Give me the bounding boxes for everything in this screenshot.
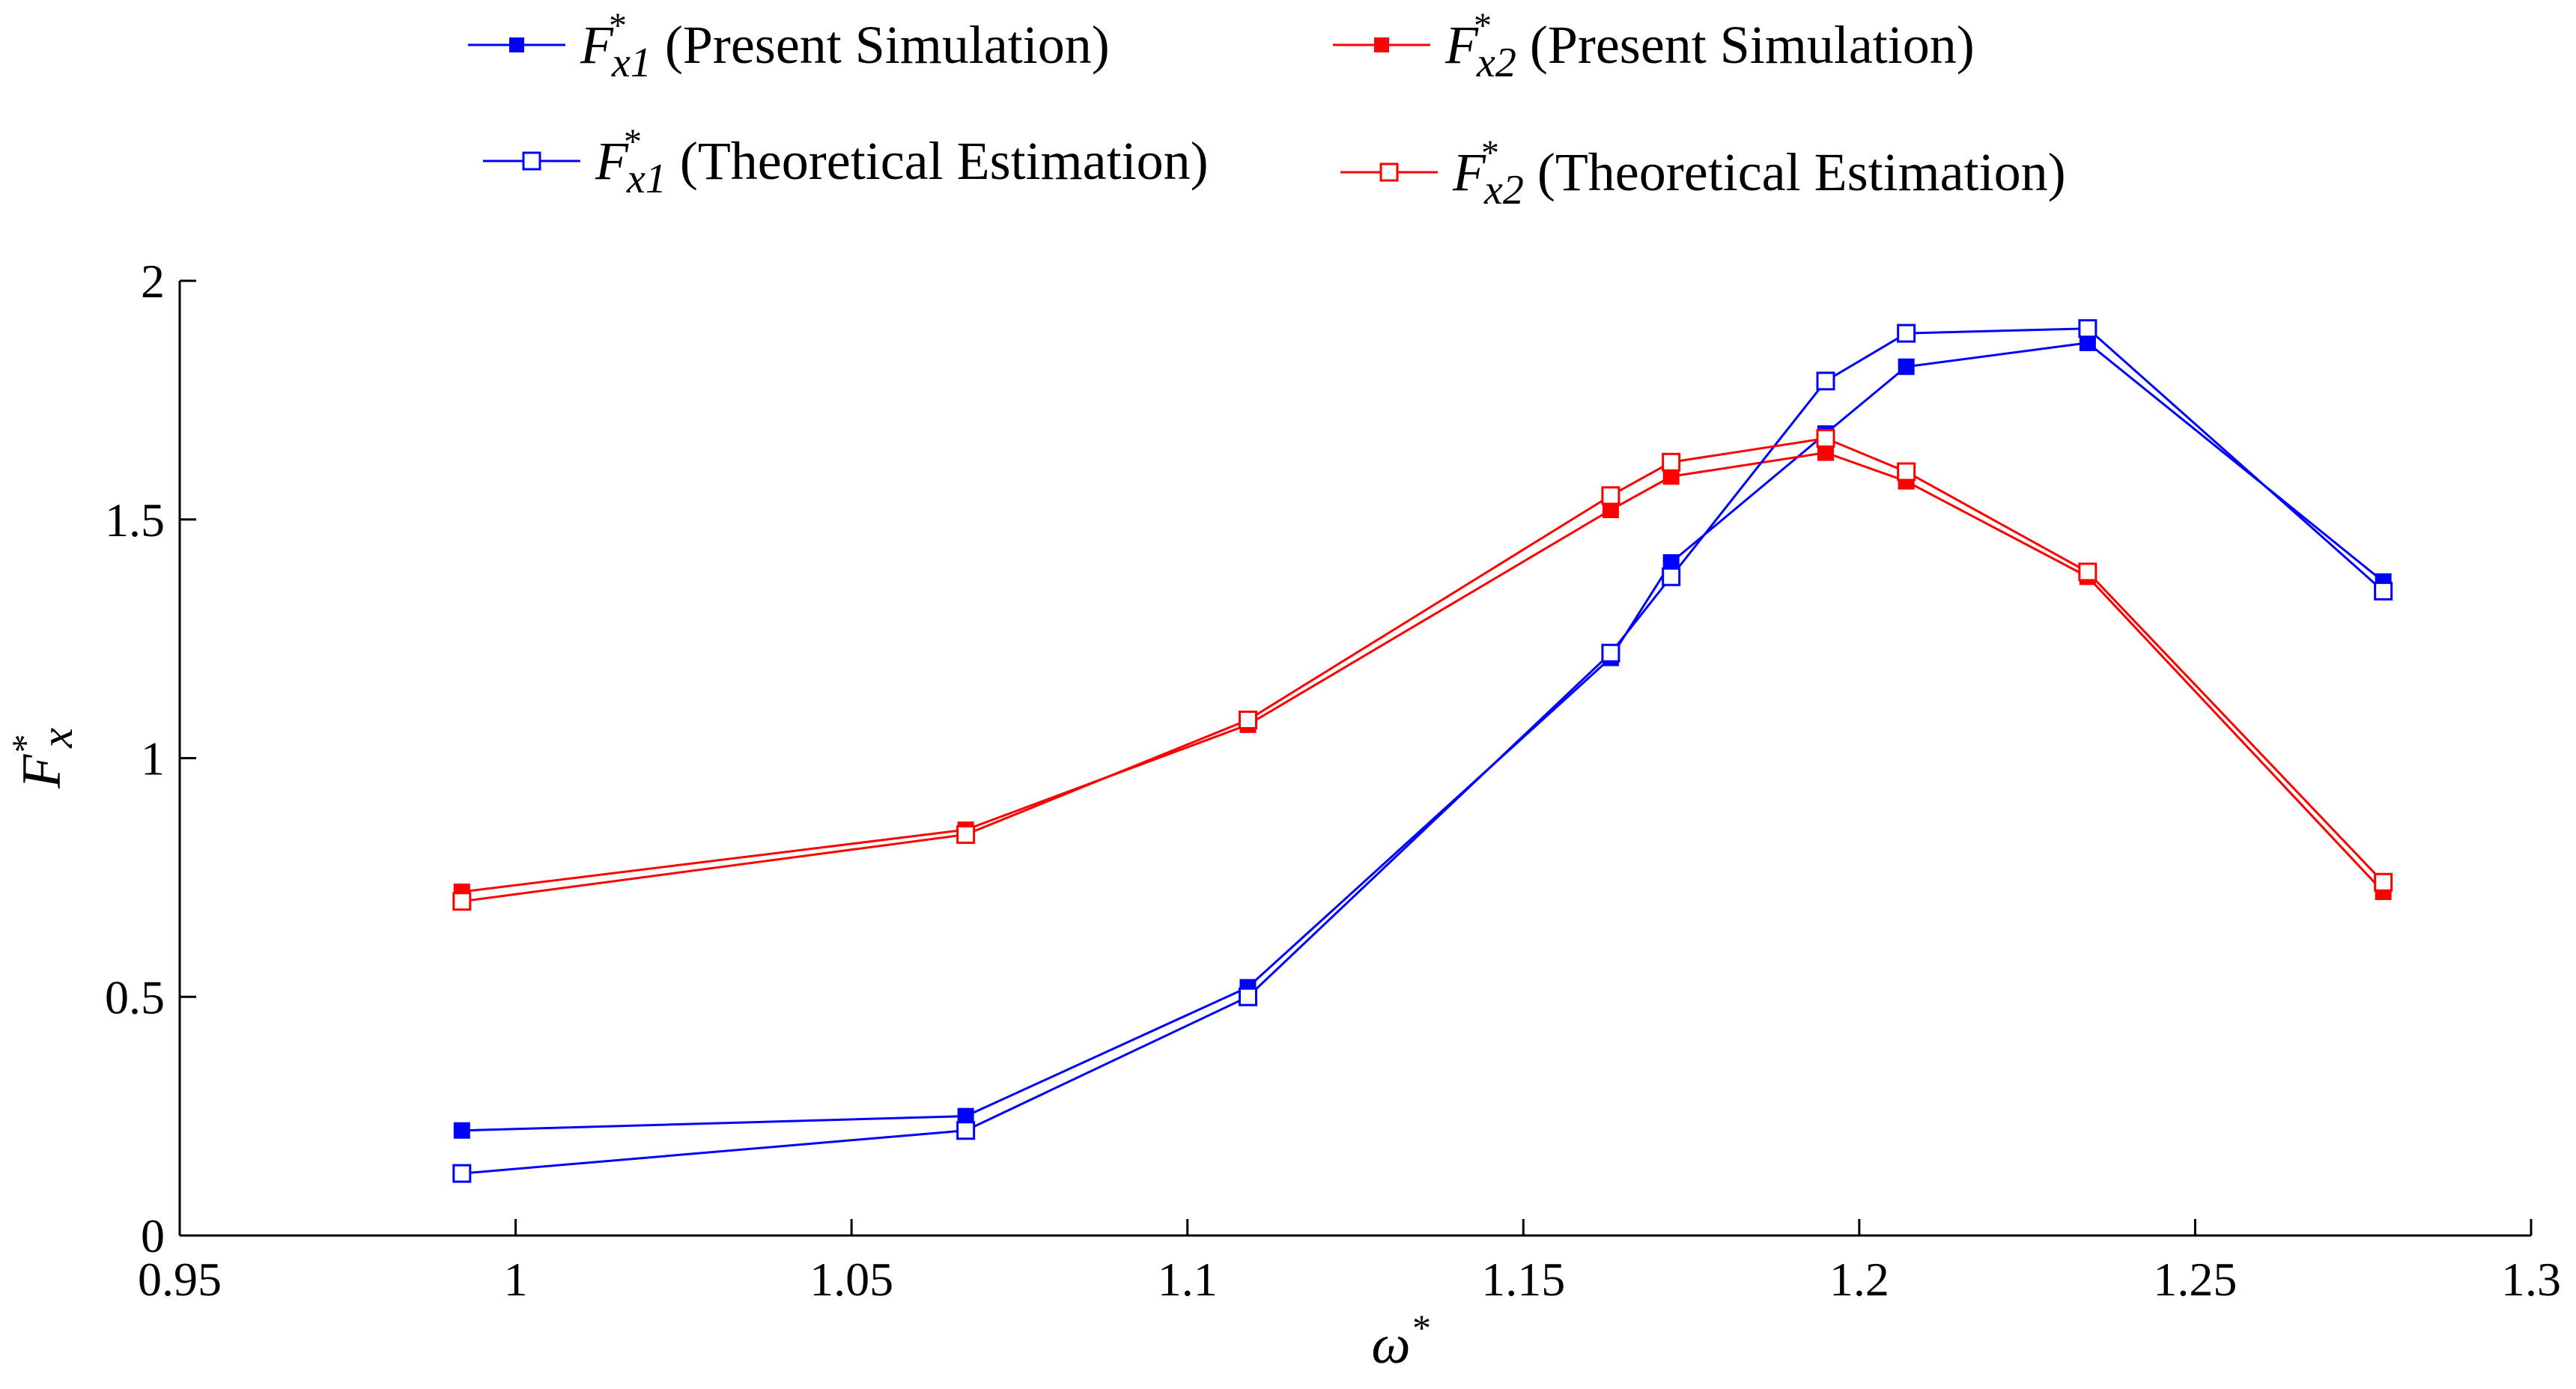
legend-caption: (Theoretical Estimation) bbox=[1524, 142, 2066, 202]
data-point bbox=[1662, 567, 1681, 586]
legend-label: F* x2 (Present Simulation) bbox=[1445, 6, 1975, 86]
y-tick-label: 0 bbox=[141, 1209, 165, 1262]
x-axis-label-star: * bbox=[1411, 1307, 1430, 1349]
x-tick-label: 1.15 bbox=[1481, 1253, 1565, 1306]
legend-entry-1: F* x1 (Present Simulation) bbox=[468, 6, 1110, 86]
data-point bbox=[1898, 358, 1915, 375]
data-point bbox=[1662, 452, 1681, 472]
data-point bbox=[1238, 711, 1257, 729]
series-layer bbox=[452, 319, 2393, 1183]
legend-subscript: x2 bbox=[1476, 40, 1516, 86]
y-tick-label: 1 bbox=[141, 732, 165, 785]
legend-subscript: x1 bbox=[626, 156, 666, 202]
legend-entry-4: F* x2 (Theoretical Estimation) bbox=[1340, 133, 2066, 213]
legend: F* x1 (Present Simulation) F* x2 (Present S… bbox=[468, 6, 2066, 213]
axis-labels: ω*F*x bbox=[4, 728, 1430, 1376]
legend-label: F* x2 (Theoretical Estimation) bbox=[1452, 133, 2066, 213]
y-axis-label-star: * bbox=[4, 736, 46, 755]
legend-entry-2: F* x2 (Present Simulation) bbox=[1333, 6, 1975, 86]
legend-star: * bbox=[624, 122, 642, 162]
legend-caption: (Present Simulation) bbox=[651, 15, 1110, 75]
y-axis-label: F*x bbox=[4, 728, 82, 789]
legend-star: * bbox=[1474, 6, 1492, 46]
legend-marker bbox=[522, 151, 541, 171]
series-line bbox=[461, 327, 2384, 1175]
x-tick-label: 1.25 bbox=[2153, 1253, 2237, 1306]
legend-entry-3: F* x1 (Theoretical Estimation) bbox=[483, 122, 1209, 202]
legend-marker bbox=[509, 37, 524, 52]
series-line bbox=[461, 451, 2384, 893]
x-axis-label: ω* bbox=[1371, 1307, 1429, 1376]
legend-subscript: x2 bbox=[1483, 167, 1524, 213]
legend-label: F* x1 (Present Simulation) bbox=[580, 6, 1110, 86]
y-tick-label: 2 bbox=[141, 255, 165, 308]
legend-caption: (Present Simulation) bbox=[1516, 15, 1975, 75]
data-point bbox=[1816, 428, 1835, 448]
data-point bbox=[1816, 371, 1835, 391]
data-point bbox=[1601, 643, 1620, 663]
x-tick-label: 1.3 bbox=[2501, 1253, 2561, 1306]
legend-label: F* x1 (Theoretical Estimation) bbox=[595, 122, 1209, 202]
x-tick-label: 0.95 bbox=[138, 1253, 222, 1306]
x-tick-label: 1.1 bbox=[1158, 1253, 1218, 1306]
legend-symbol: F bbox=[1445, 15, 1479, 75]
data-point bbox=[453, 1122, 470, 1139]
data-point bbox=[2078, 319, 2097, 338]
legend-star: * bbox=[1481, 133, 1499, 173]
x-axis-label-symbol: ω bbox=[1371, 1314, 1410, 1376]
data-point bbox=[452, 892, 472, 911]
legend-marker bbox=[1379, 162, 1399, 182]
x-tick-label: 1.2 bbox=[1829, 1253, 1889, 1306]
y-axis-label-sub: x bbox=[32, 728, 82, 749]
data-point bbox=[2078, 562, 2097, 582]
legend-symbol: F bbox=[595, 131, 629, 191]
x-tick-label: 1 bbox=[504, 1253, 528, 1306]
data-point bbox=[1601, 486, 1620, 505]
legend-symbol: F bbox=[1452, 142, 1486, 202]
y-tick-label: 0.5 bbox=[105, 970, 165, 1024]
legend-subscript: x1 bbox=[611, 40, 651, 86]
data-point bbox=[2374, 872, 2393, 892]
data-point bbox=[1897, 323, 1916, 343]
data-point bbox=[956, 825, 976, 844]
x-tick-label: 1.05 bbox=[809, 1253, 893, 1306]
legend-symbol: F bbox=[580, 15, 614, 75]
y-axis-label-symbol: F bbox=[11, 754, 73, 789]
data-point bbox=[1897, 462, 1916, 481]
series-3 bbox=[452, 319, 2393, 1183]
series-1 bbox=[453, 334, 2392, 1139]
data-point bbox=[2374, 581, 2393, 601]
data-point bbox=[1238, 987, 1257, 1006]
legend-caption: (Theoretical Estimation) bbox=[666, 131, 1209, 191]
data-point bbox=[956, 1121, 976, 1140]
data-point bbox=[452, 1164, 472, 1183]
plot-area: 0.95 1 1.05 1.1 1.15 1.2 1.25 1.3 0 0.5 1 1.5 2 bbox=[105, 255, 2561, 1306]
y-tick-label: 1.5 bbox=[105, 493, 165, 547]
legend-marker bbox=[1374, 37, 1389, 52]
legend-star: * bbox=[609, 6, 627, 46]
series-line bbox=[461, 341, 2384, 1132]
series-4 bbox=[452, 428, 2393, 911]
